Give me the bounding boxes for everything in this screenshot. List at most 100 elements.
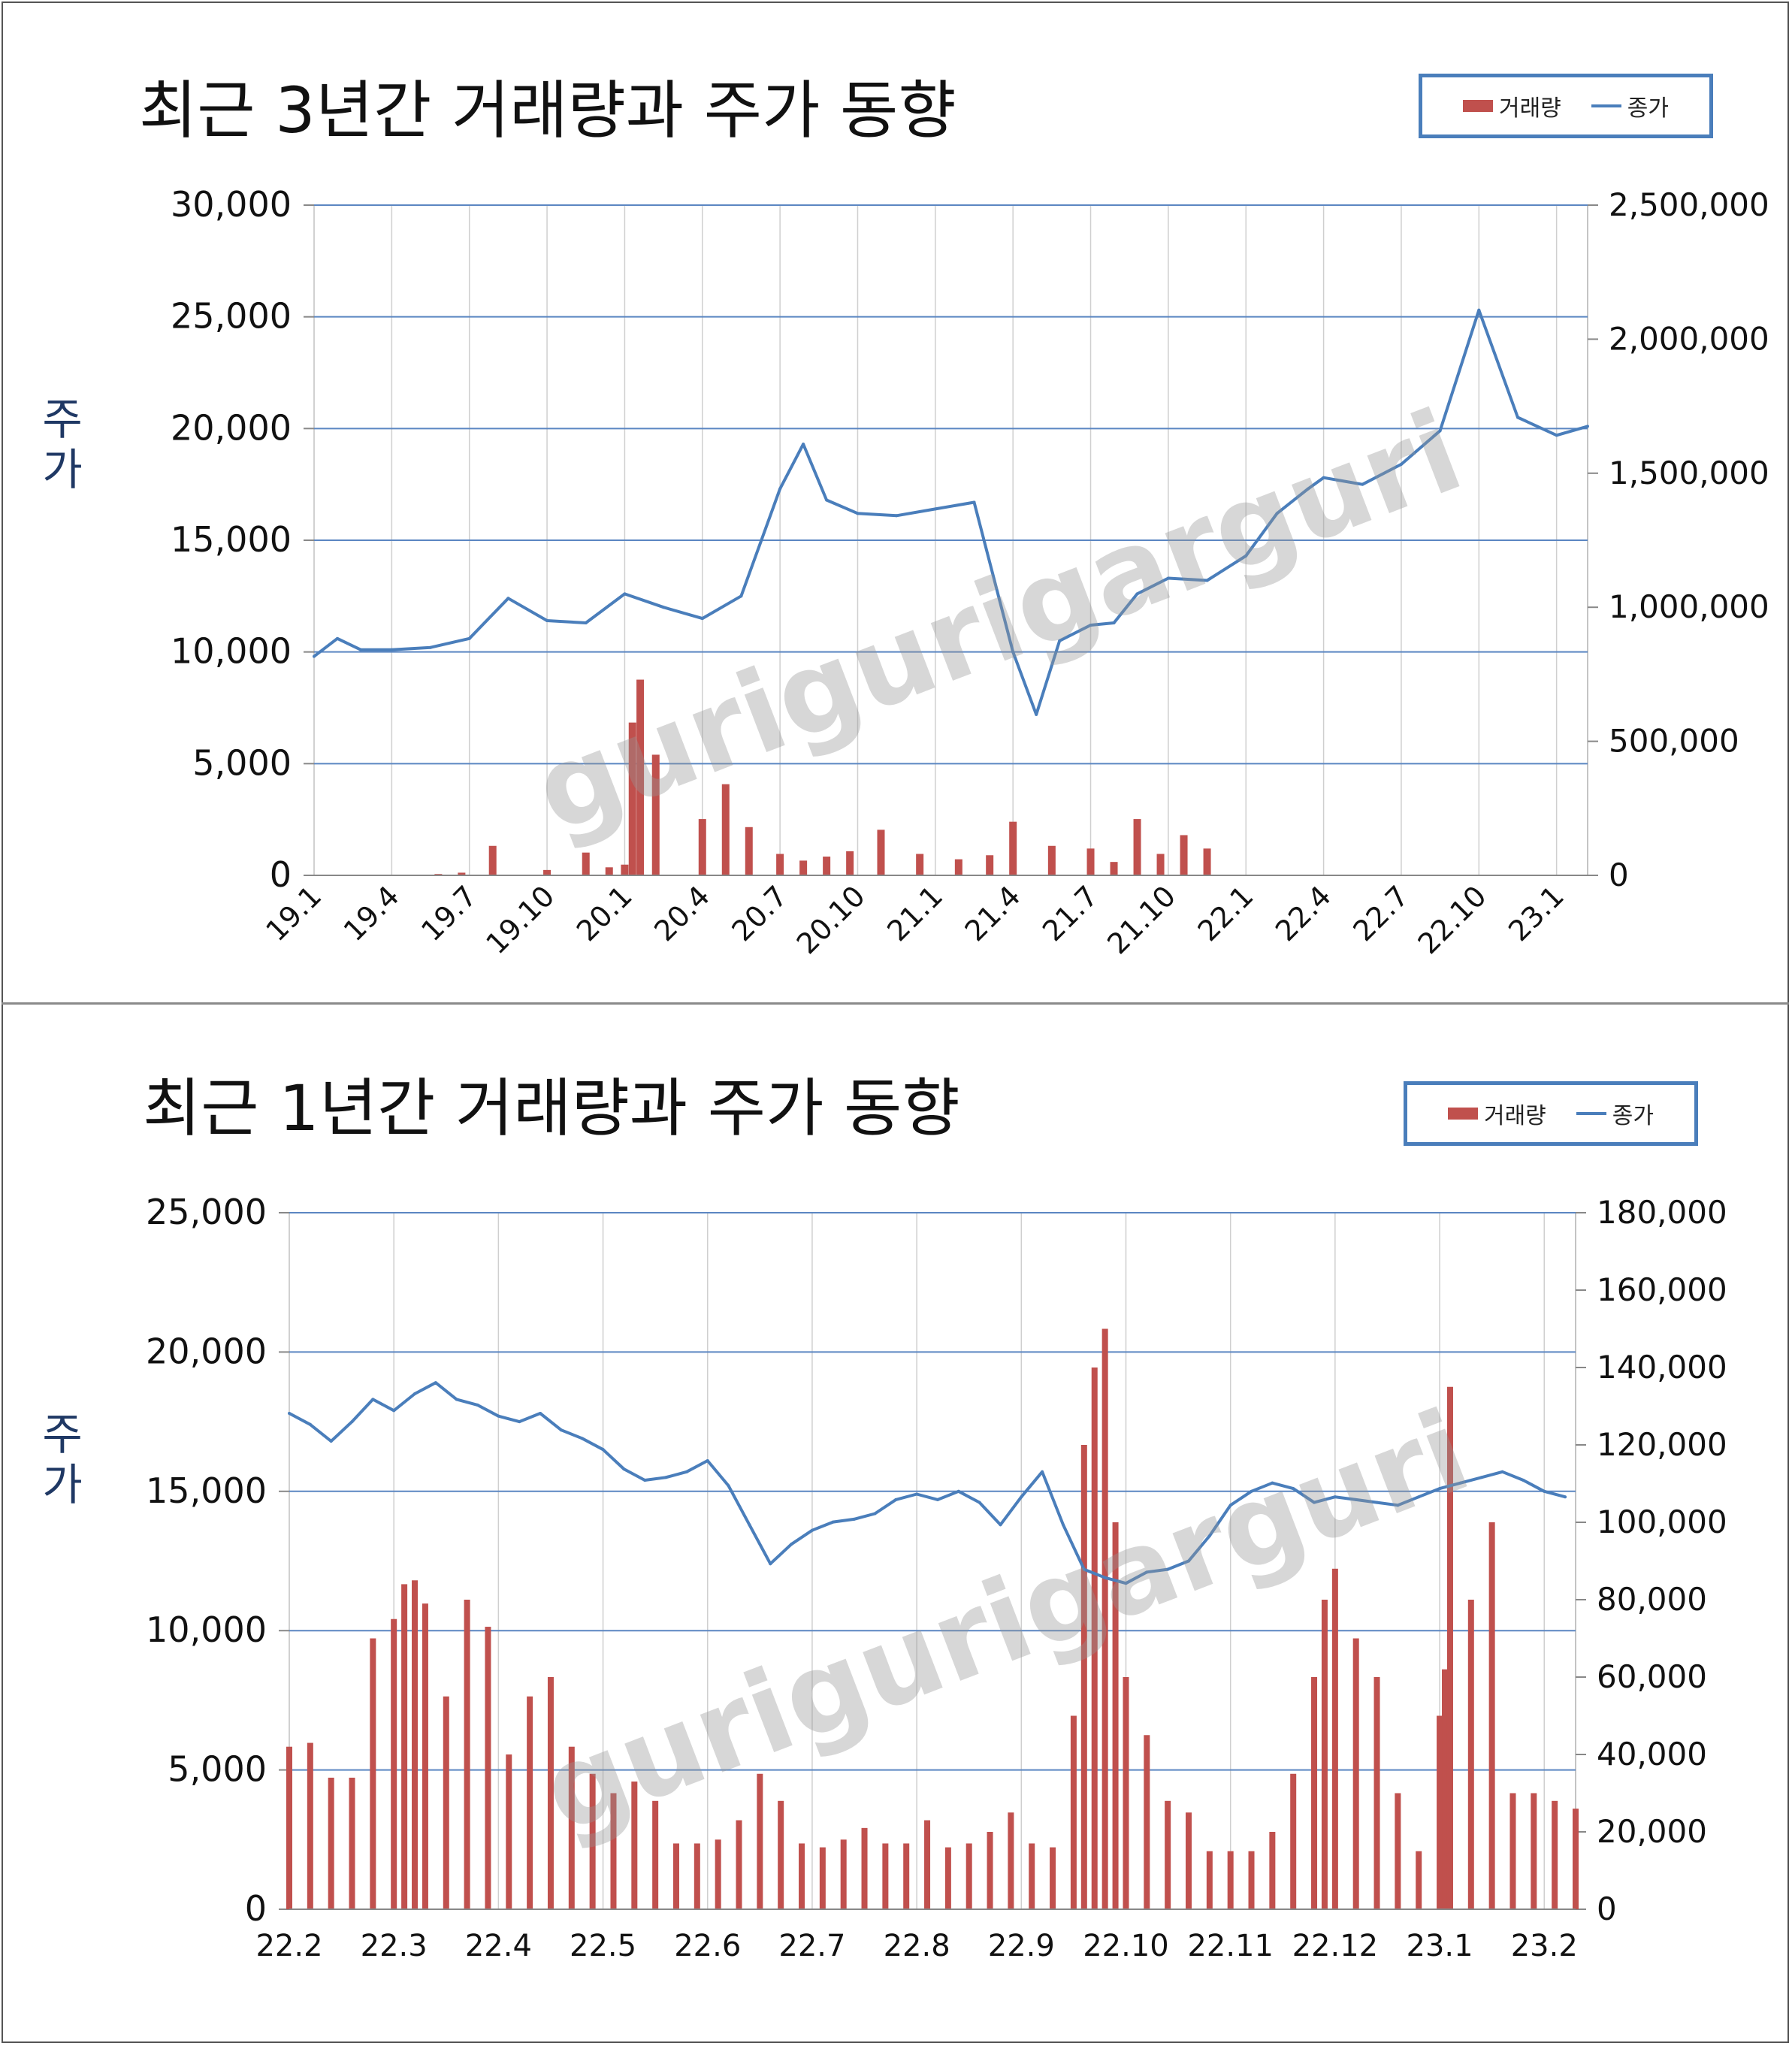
price-point	[1333, 1495, 1337, 1499]
price-point	[1205, 579, 1209, 582]
y-right-tick-label: 180,000	[1597, 1194, 1727, 1231]
volume-bar	[757, 1773, 763, 1909]
volume-bar	[1573, 1809, 1579, 1909]
price-point	[999, 1523, 1002, 1527]
y-left-tick-label: 10,000	[146, 1609, 267, 1650]
price-point	[700, 617, 704, 621]
price-point	[933, 507, 937, 511]
price-point	[1020, 1495, 1023, 1499]
volume-bar	[527, 1696, 533, 1909]
volume-bar	[1156, 854, 1165, 875]
volume-bar	[1531, 1793, 1537, 1909]
price-point	[350, 1420, 354, 1424]
volume-bar	[1086, 848, 1095, 875]
price-point	[1011, 650, 1015, 654]
volume-bar	[1206, 1851, 1213, 1909]
volume-bar	[1416, 1851, 1422, 1909]
volume-bar	[1331, 1568, 1338, 1909]
price-line	[289, 1381, 1566, 1585]
price-point	[1361, 482, 1364, 486]
price-point	[559, 1428, 563, 1432]
legend-label-volume: 거래량	[1483, 1103, 1546, 1129]
volume-bar	[610, 1793, 617, 1909]
volume-bar	[485, 1627, 491, 1909]
volume-bar	[721, 784, 730, 875]
price-point	[956, 1489, 960, 1493]
legend-item-volume: 거래량	[1462, 89, 1561, 122]
x-tick-label: 22.8	[884, 1929, 950, 1963]
price-line	[313, 308, 1588, 716]
legend-swatch-price	[1576, 1112, 1606, 1115]
volume-bar	[745, 827, 753, 875]
legend-item-price: 종가	[1591, 89, 1669, 122]
volume-bar	[422, 1603, 428, 1909]
volume-bar	[1269, 1832, 1276, 1909]
volume-bar	[1180, 835, 1188, 875]
chart-panel-1year: 최근 1년간 거래량과 주가 동향 거래량 종가 주가 0 5,000 10,000…	[0, 1004, 1792, 2046]
price-point	[1322, 476, 1325, 479]
x-tick-label: 20.10	[790, 879, 872, 960]
price-point	[329, 1440, 333, 1443]
y-right-tick-label: 40,000	[1597, 1736, 1707, 1772]
price-point	[1035, 712, 1038, 716]
price-point	[894, 1497, 898, 1501]
volume-bar	[621, 864, 629, 875]
volume-bar	[1442, 1669, 1449, 1909]
volume-bar	[672, 1843, 679, 1909]
y-axis-title: 주가	[42, 394, 83, 495]
price-point	[1082, 1567, 1086, 1571]
volume-bar	[412, 1580, 419, 1909]
volume-bar	[1123, 1677, 1129, 1909]
volume-bar	[391, 1618, 397, 1909]
price-point	[390, 648, 394, 651]
y-left-tick-label: 5,000	[168, 1749, 267, 1790]
y-left-tick-label: 0	[245, 1888, 267, 1929]
price-point	[1522, 1478, 1525, 1482]
price-point	[413, 1392, 417, 1396]
volume-bar	[799, 860, 808, 875]
y-right-tick-label: 120,000	[1597, 1426, 1727, 1463]
volume-bar	[1047, 845, 1056, 875]
volume-bar	[1008, 1812, 1014, 1909]
volume-bar	[1446, 1386, 1453, 1909]
x-tick-label: 22.5	[570, 1929, 636, 1963]
x-tick-label: 19.10	[479, 879, 561, 960]
price-point	[622, 1467, 626, 1471]
volume-bar	[652, 1800, 659, 1909]
price-point	[1354, 1497, 1358, 1501]
x-tick-label: 21.7	[1036, 879, 1105, 947]
volume-bar	[698, 819, 706, 875]
price-point	[1061, 1523, 1065, 1527]
price-point	[1112, 621, 1116, 625]
x-tick-label: 19.4	[337, 879, 406, 947]
volume-bar	[1070, 1715, 1077, 1909]
price-point	[935, 1497, 939, 1501]
price-point	[769, 1562, 772, 1566]
volume-bar	[1290, 1773, 1297, 1909]
volume-bar	[628, 722, 636, 875]
price-point	[727, 1484, 730, 1488]
volume-bar	[1321, 1600, 1328, 1909]
y-left-tick-label: 0	[270, 854, 292, 895]
y-right-tick-label: 100,000	[1597, 1504, 1727, 1540]
price-point	[1041, 1470, 1044, 1473]
price-point	[1103, 1576, 1107, 1579]
x-tick-label: 22.7	[778, 1929, 845, 1963]
legend-swatch-price	[1591, 104, 1621, 107]
y-right-tick-label: 80,000	[1597, 1581, 1707, 1618]
x-tick-label: 21.4	[959, 879, 1027, 947]
plot-area	[289, 1212, 1576, 1910]
volume-bar	[819, 1847, 826, 1909]
y-left-tick-label: 25,000	[146, 1192, 267, 1232]
volume-bar	[636, 679, 645, 875]
volume-bar	[1110, 862, 1118, 875]
x-tick-label: 22.10	[1412, 879, 1493, 960]
chart-legend: 거래량 종가	[1419, 74, 1713, 138]
volume-bar	[631, 1782, 638, 1909]
y-right-tick-label: 2,500,000	[1609, 186, 1769, 223]
price-point	[1564, 1495, 1567, 1499]
volume-bar	[589, 1773, 596, 1909]
price-point	[545, 619, 549, 623]
price-point	[1292, 1487, 1295, 1491]
